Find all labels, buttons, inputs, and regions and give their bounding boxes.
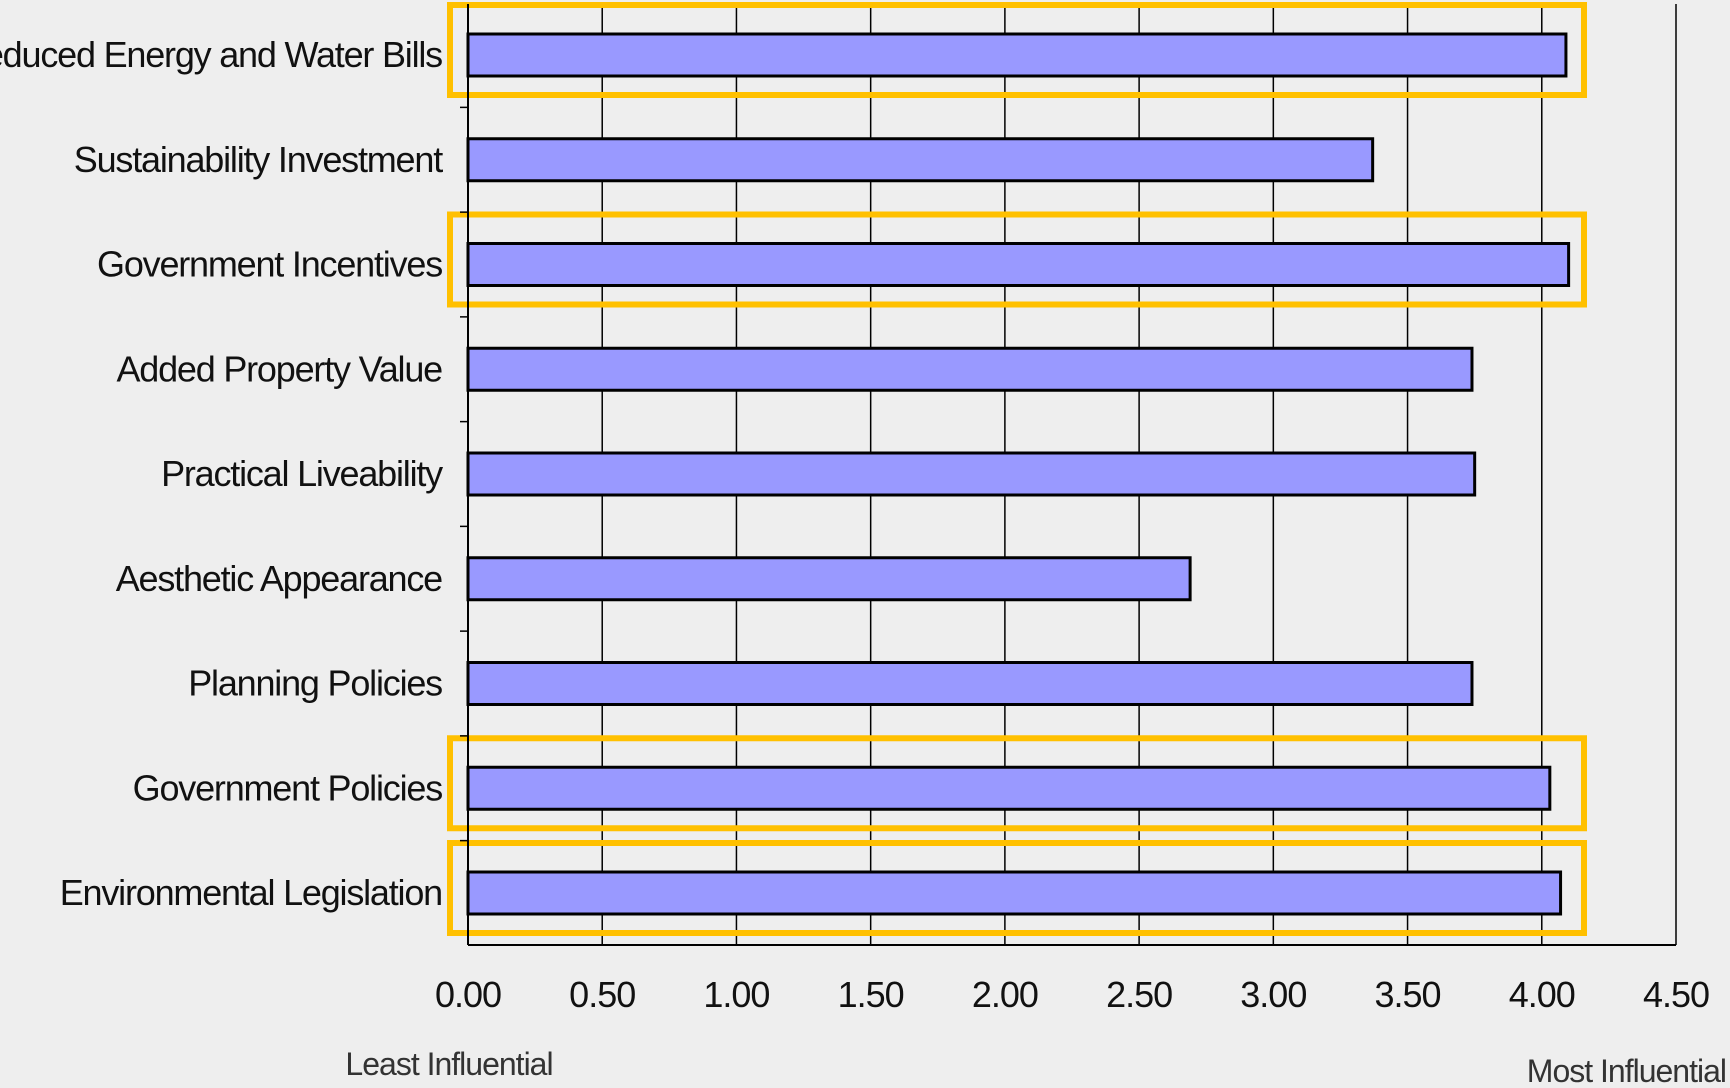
- most-influential-label: Most Influential: [1527, 1053, 1726, 1088]
- x-tick-label: 2.00: [972, 974, 1038, 1015]
- highlight-box: [447, 2, 1587, 98]
- bar: [466, 556, 1192, 602]
- axes: [460, 4, 1676, 946]
- category-label: Government Policies: [133, 767, 443, 808]
- category-label: Practical Liveability: [161, 453, 443, 494]
- bar: [466, 137, 1375, 183]
- bars: [466, 32, 1571, 916]
- category-label: Aesthetic Appearance: [116, 558, 442, 599]
- category-label: Planning Policies: [188, 663, 442, 704]
- bar: [466, 242, 1571, 287]
- category-label: Added Property Value: [116, 348, 442, 389]
- highlight-boxes: [447, 2, 1587, 936]
- category-label: Government Incentives: [97, 244, 442, 285]
- bar: [466, 661, 1474, 706]
- x-tick-label: 1.50: [838, 974, 904, 1015]
- highlight-box: [447, 735, 1587, 832]
- x-tick-label: 3.50: [1375, 974, 1441, 1015]
- bar: [466, 32, 1568, 78]
- x-tick-label: 2.50: [1106, 974, 1172, 1015]
- x-tick-label: 4.50: [1643, 974, 1709, 1015]
- bar: [466, 870, 1563, 916]
- bar: [466, 346, 1474, 392]
- category-labels: Reduced Energy and Water Bills Sustainabi…: [0, 34, 444, 913]
- category-label: Sustainability Investment: [74, 139, 443, 180]
- x-tick-label: 3.00: [1240, 974, 1306, 1015]
- x-tick-label: 1.00: [703, 974, 769, 1015]
- x-tick-label: 4.00: [1509, 974, 1575, 1015]
- category-label: Environmental Legislation: [60, 872, 442, 913]
- bar: [466, 765, 1552, 811]
- highlight-box: [447, 211, 1587, 308]
- x-tick-label: 0.00: [435, 974, 501, 1015]
- highlight-box: [447, 840, 1587, 936]
- category-label: Reduced Energy and Water Bills: [0, 34, 442, 75]
- x-tick-label: 0.50: [569, 974, 635, 1015]
- bar: [466, 451, 1477, 497]
- tick-labels: 0.00 0.50 1.00 1.50 2.00 2.50 3.00 3.50 4.00 4.50: [435, 974, 1710, 1015]
- least-influential-label: Least Influential: [345, 1046, 552, 1082]
